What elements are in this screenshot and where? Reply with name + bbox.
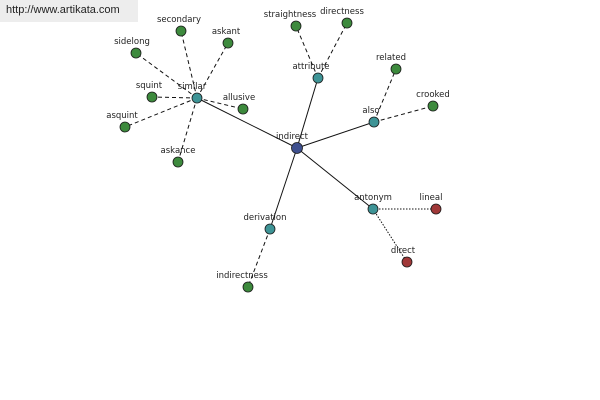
node-secondary-label[interactable]: secondary xyxy=(157,15,201,25)
node-straightness-label[interactable]: straightness xyxy=(264,10,317,20)
node-similar-dot[interactable] xyxy=(191,92,203,104)
node-similar-label[interactable]: similar xyxy=(178,82,207,92)
node-asquint-dot[interactable] xyxy=(119,121,131,133)
node-derivation-label[interactable]: derivation xyxy=(243,213,286,223)
node-direct-label[interactable]: direct xyxy=(391,246,416,256)
watermark-banner: http://www.artikata.com xyxy=(0,0,138,22)
node-straightness-dot[interactable] xyxy=(290,20,302,32)
node-derivation[interactable]: derivation xyxy=(243,213,287,235)
node-directness-dot[interactable] xyxy=(341,17,353,29)
node-similar[interactable]: similar xyxy=(178,82,207,104)
edge-also-related xyxy=(373,68,397,123)
node-indirect[interactable]: indirect xyxy=(276,132,309,154)
node-derivation-dot[interactable] xyxy=(264,223,276,235)
node-attribute[interactable]: attribute xyxy=(292,62,330,84)
node-related-dot[interactable] xyxy=(390,63,402,75)
node-attribute-dot[interactable] xyxy=(312,72,324,84)
node-indirectness-dot[interactable] xyxy=(242,281,254,293)
edge-similar-allusive xyxy=(196,97,244,110)
edge-indirect-similar xyxy=(196,97,298,149)
node-directness-label[interactable]: directness xyxy=(320,7,364,17)
node-direct-dot[interactable] xyxy=(401,256,413,268)
edge-similar-squint xyxy=(151,96,198,99)
edge-indirect-also xyxy=(296,121,375,149)
node-sidelong[interactable]: sidelong xyxy=(114,37,150,59)
node-squint-label[interactable]: squint xyxy=(136,81,163,91)
node-antonym[interactable]: antonym xyxy=(354,193,392,215)
node-allusive-label[interactable]: allusive xyxy=(223,93,255,103)
node-lineal[interactable]: lineal xyxy=(420,193,443,215)
node-askant-label[interactable]: askant xyxy=(212,27,241,37)
node-asquint-label[interactable]: asquint xyxy=(106,111,138,121)
edge-indirect-antonym xyxy=(296,147,374,210)
node-straightness[interactable]: straightness xyxy=(264,10,317,32)
edge-similar-asquint xyxy=(124,97,198,128)
node-askant[interactable]: askant xyxy=(212,27,241,49)
node-related-label[interactable]: related xyxy=(376,53,406,63)
node-indirect-dot[interactable] xyxy=(291,142,303,154)
node-askant-dot[interactable] xyxy=(222,37,234,49)
edge-antonym-direct xyxy=(372,208,408,263)
node-indirectness-label[interactable]: indirectness xyxy=(216,271,268,281)
node-squint[interactable]: squint xyxy=(136,81,163,103)
node-secondary[interactable]: secondary xyxy=(157,15,201,37)
node-direct[interactable]: direct xyxy=(391,246,416,268)
node-antonym-label[interactable]: antonym xyxy=(354,193,392,203)
node-askance-label[interactable]: askance xyxy=(161,146,196,156)
edge-indirect-attribute xyxy=(296,77,319,149)
edge-similar-askant xyxy=(196,42,229,99)
node-indirect-label[interactable]: indirect xyxy=(276,132,309,142)
node-crooked-label[interactable]: crooked xyxy=(416,90,450,100)
node-asquint[interactable]: asquint xyxy=(106,111,138,133)
node-antonym-dot[interactable] xyxy=(367,203,379,215)
node-crooked[interactable]: crooked xyxy=(416,90,450,112)
edge-similar-sidelong xyxy=(135,52,198,99)
node-askance-dot[interactable] xyxy=(172,156,184,168)
edge-indirect-derivation xyxy=(269,147,298,230)
graph-edges xyxy=(124,22,436,288)
graph-nodes: indirect similar attribute also antonym deriv… xyxy=(106,7,450,293)
node-askance[interactable]: askance xyxy=(161,146,196,168)
node-related[interactable]: related xyxy=(376,53,406,75)
edge-derivation-indirectness xyxy=(247,228,271,288)
node-allusive-dot[interactable] xyxy=(237,103,249,115)
node-crooked-dot[interactable] xyxy=(427,100,439,112)
node-sidelong-dot[interactable] xyxy=(130,47,142,59)
edge-attribute-straightness xyxy=(295,25,319,79)
node-secondary-dot[interactable] xyxy=(175,25,187,37)
node-allusive[interactable]: allusive xyxy=(223,93,255,115)
watermark-link[interactable]: http://www.artikata.com xyxy=(6,4,120,16)
node-indirectness[interactable]: indirectness xyxy=(216,271,268,293)
node-attribute-label[interactable]: attribute xyxy=(292,62,329,72)
node-directness[interactable]: directness xyxy=(320,7,364,29)
node-lineal-label[interactable]: lineal xyxy=(420,193,443,203)
node-also-dot[interactable] xyxy=(368,116,380,128)
node-squint-dot[interactable] xyxy=(146,91,158,103)
edge-also-crooked xyxy=(373,105,434,123)
node-lineal-dot[interactable] xyxy=(430,203,442,215)
edge-attribute-directness xyxy=(317,22,348,79)
node-also-label[interactable]: also xyxy=(362,106,379,116)
node-sidelong-label[interactable]: sidelong xyxy=(114,37,150,47)
edge-similar-secondary xyxy=(180,30,198,99)
node-also[interactable]: also xyxy=(362,106,380,128)
